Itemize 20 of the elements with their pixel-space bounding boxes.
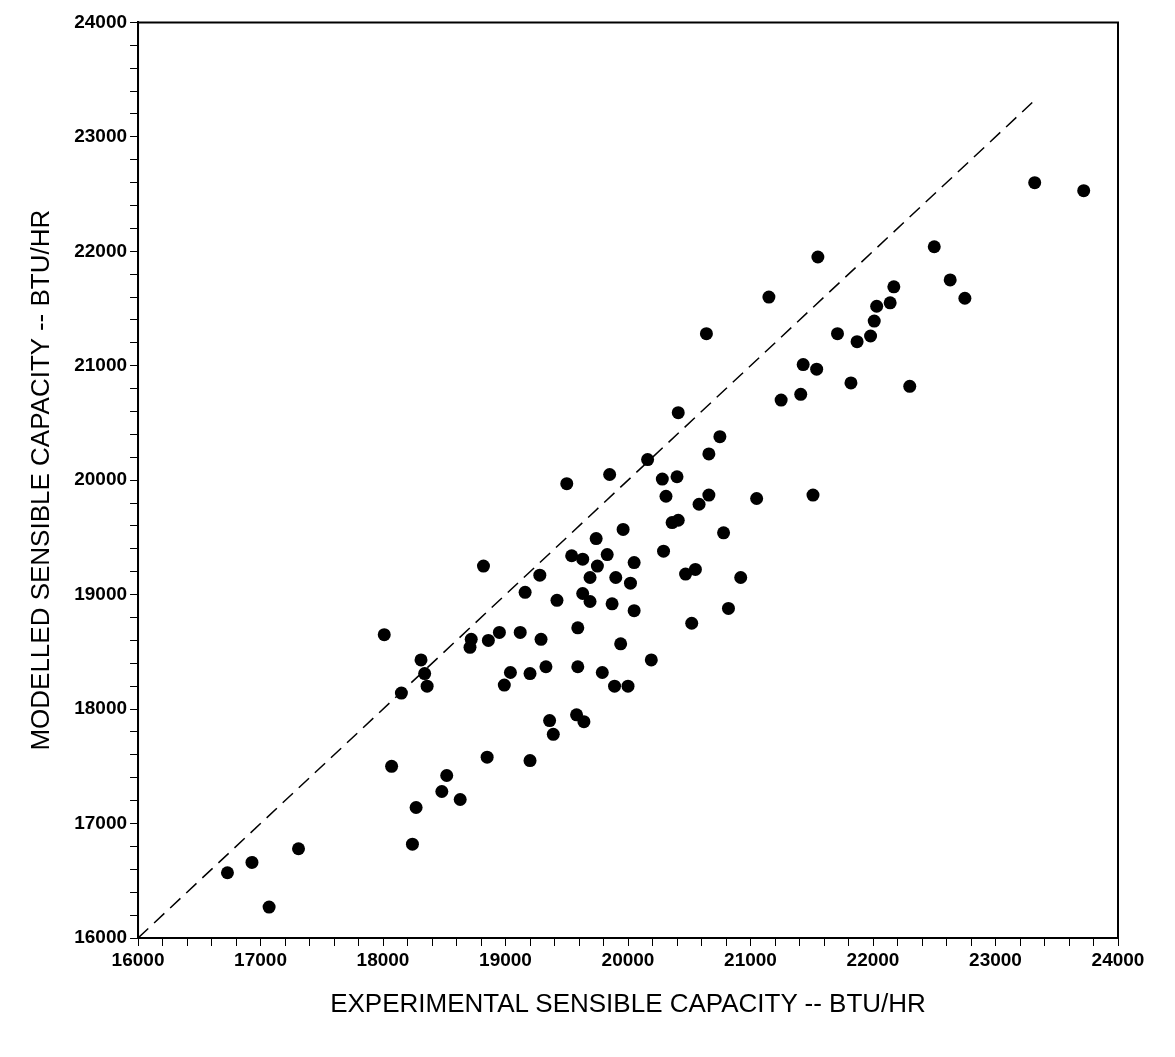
y-tick-label: 20000: [74, 468, 128, 490]
y-tick-label: 23000: [74, 125, 128, 147]
y-tick-label: 16000: [74, 926, 128, 948]
x-tick-label: 20000: [601, 948, 655, 970]
y-tick-label: 24000: [74, 10, 128, 32]
x-tick-label: 16000: [111, 948, 165, 970]
y-tick-label: 18000: [74, 697, 128, 719]
y-tick-label: 19000: [74, 582, 128, 604]
y-tick-label: 21000: [74, 353, 128, 375]
x-tick-label: 21000: [724, 948, 777, 970]
x-tick-label: 19000: [479, 948, 532, 970]
y-tick-label: 17000: [74, 811, 128, 833]
y-tick-label: 22000: [74, 239, 128, 261]
x-tick-label: 17000: [234, 948, 287, 970]
y-axis-title: MODELLED SENSIBLE CAPACITY -- BTU/HR: [24, 209, 55, 751]
x-tick-label: 24000: [1091, 948, 1145, 970]
x-tick-label: 18000: [356, 948, 410, 970]
x-axis-title: EXPERIMENTAL SENSIBLE CAPACITY -- BTU/HR: [330, 987, 926, 1018]
x-tick-label: 23000: [969, 948, 1022, 970]
x-tick-label: 22000: [846, 948, 900, 970]
